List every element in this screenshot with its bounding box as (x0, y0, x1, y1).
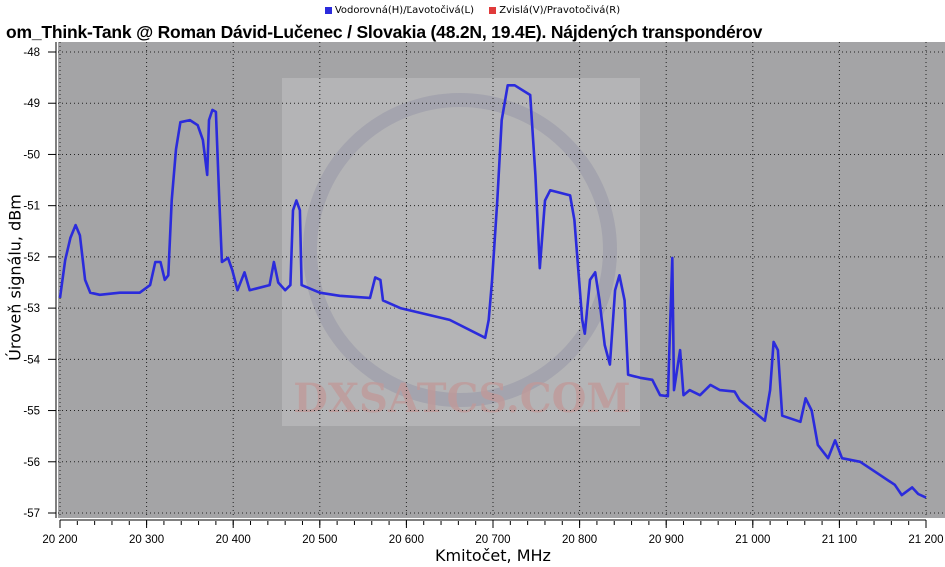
watermark-panel (282, 78, 640, 426)
y-tick-label: -49 (23, 98, 40, 110)
x-tick-label: 20 600 (389, 534, 424, 546)
x-tick-label: 20 700 (475, 534, 510, 546)
legend-item-vertical: Zvislá(V)/Pravotočivá(R) (489, 5, 620, 16)
x-tick-label: 21 000 (735, 534, 770, 546)
x-tick-label: 20 500 (302, 534, 337, 546)
x-tick-label: 21 200 (908, 534, 943, 546)
y-tick-label: -56 (23, 457, 40, 469)
legend-item-horizontal: Vodorovná(H)/Ľavotočivá(L) (324, 5, 475, 16)
y-tick-label: -48 (23, 47, 40, 59)
y-tick-label: -54 (23, 354, 40, 366)
x-tick-label: 20 300 (129, 534, 164, 546)
watermark-logo: DXSATCS.COM (293, 375, 630, 422)
series-line-0 (58, 84, 927, 499)
legend-swatch-blue (324, 6, 332, 14)
legend-label: Vodorovná(H)/Ľavotočivá(L) (334, 5, 475, 16)
x-axis-label: Kmitočet, MHz (435, 546, 551, 565)
x-tick-label: 20 400 (216, 534, 251, 546)
y-tick-label: -51 (23, 201, 40, 213)
y-tick-label: -55 (23, 406, 40, 418)
y-tick-label: -53 (23, 303, 40, 315)
chart-title: om_Think-Tank @ Roman Dávid-Lučenec / Sl… (6, 22, 763, 42)
legend-swatch-red (489, 6, 497, 14)
y-tick-label: -50 (23, 149, 40, 161)
x-tick-label: 20 200 (42, 534, 77, 546)
legend: Vodorovná(H)/Ľavotočivá(L) Zvislá(V)/Pra… (0, 5, 945, 16)
watermark-ring (303, 93, 617, 407)
x-tick-label: 21 100 (822, 534, 857, 546)
y-tick-label: -57 (23, 508, 40, 520)
y-tick-label: -52 (23, 252, 40, 264)
x-tick-label: 20 800 (562, 534, 597, 546)
y-axis-label: Úroveň signálu, dBm (5, 194, 25, 361)
legend-label: Zvislá(V)/Pravotočivá(R) (499, 5, 621, 16)
x-tick-label: 20 900 (649, 534, 684, 546)
